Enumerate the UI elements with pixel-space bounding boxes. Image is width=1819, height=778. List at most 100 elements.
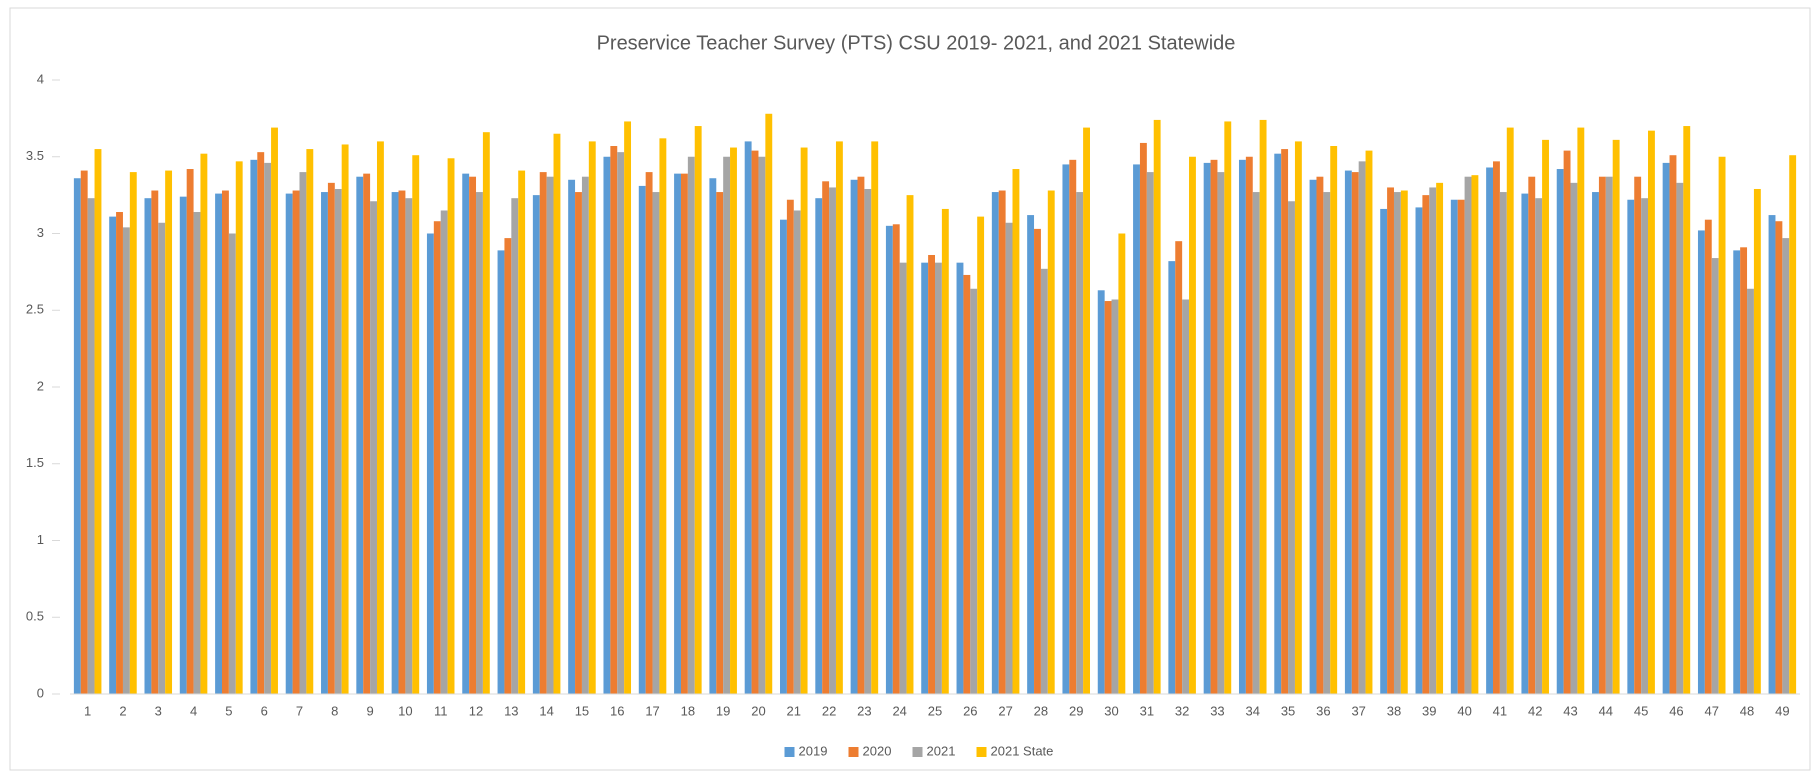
bar [921, 262, 929, 694]
bar [370, 201, 377, 694]
bar [1012, 169, 1020, 694]
bar [1175, 241, 1183, 695]
bar [1133, 164, 1140, 695]
bar [871, 141, 879, 694]
x-tick-label: 7 [296, 703, 303, 718]
bar [680, 173, 688, 694]
legend-swatch [848, 747, 859, 757]
bar [1556, 169, 1564, 694]
bar [151, 190, 159, 694]
bar [906, 195, 914, 694]
bar [1047, 190, 1055, 694]
x-tick-label: 28 [1034, 703, 1048, 718]
bar [1733, 250, 1741, 694]
bar [1506, 127, 1514, 694]
x-tick-label: 48 [1740, 703, 1754, 718]
x-tick-label: 18 [681, 703, 695, 718]
bar [1097, 290, 1105, 694]
bar [568, 179, 576, 694]
bar [1062, 164, 1070, 695]
bar [469, 176, 477, 694]
bar [716, 192, 724, 694]
bar [835, 141, 843, 694]
y-tick-label: 2.5 [26, 302, 44, 317]
bar [674, 173, 681, 694]
bar [341, 144, 349, 695]
bar [1577, 127, 1585, 694]
bar [1139, 142, 1147, 694]
bar [1627, 199, 1635, 695]
bar [257, 152, 265, 694]
bar [482, 132, 490, 694]
bar [94, 149, 102, 694]
bar [1450, 199, 1458, 695]
bar [1683, 126, 1691, 695]
bar [1789, 155, 1797, 695]
bar [1027, 215, 1035, 694]
bar [1471, 175, 1479, 695]
bar [624, 121, 632, 694]
bar [165, 170, 173, 694]
x-tick-label: 12 [469, 703, 483, 718]
bar [1528, 176, 1536, 694]
bar [793, 210, 801, 694]
bar [1380, 208, 1388, 694]
x-tick-label: 6 [261, 703, 268, 718]
bar [1400, 190, 1408, 694]
x-tick-label: 43 [1563, 703, 1577, 718]
bar [829, 187, 836, 694]
bar [645, 172, 653, 695]
bar [1740, 247, 1748, 694]
bar [1648, 130, 1655, 694]
x-tick-label: 30 [1104, 703, 1118, 718]
bar [815, 198, 823, 694]
bar [412, 155, 420, 695]
x-tick-label: 27 [998, 703, 1012, 718]
bar [1005, 222, 1013, 694]
bar [158, 222, 166, 694]
bar [235, 161, 243, 695]
x-tick-label: 22 [822, 703, 836, 718]
bar [129, 172, 137, 695]
legend-swatch [912, 747, 923, 757]
x-tick-label: 13 [504, 703, 518, 718]
bar [1535, 198, 1543, 694]
bar [363, 173, 371, 694]
bar [1076, 192, 1084, 694]
x-tick-label: 24 [892, 703, 906, 718]
x-tick-label: 23 [857, 703, 871, 718]
bar [1189, 156, 1196, 694]
bar [1521, 193, 1529, 694]
bar [899, 262, 907, 694]
bar [1634, 176, 1642, 694]
bar [1753, 188, 1761, 695]
bar [1662, 162, 1670, 694]
bar [694, 126, 702, 695]
bar [327, 182, 335, 694]
bar [1118, 233, 1126, 694]
bar [1351, 172, 1359, 695]
bar [532, 195, 540, 694]
bar [1309, 179, 1317, 694]
bar [1252, 192, 1260, 694]
bar [617, 152, 625, 694]
bar [87, 198, 95, 694]
bar [391, 192, 399, 694]
x-tick-label: 32 [1175, 703, 1189, 718]
bar [1083, 127, 1090, 694]
bar [1203, 162, 1211, 694]
x-tick-label: 41 [1493, 703, 1507, 718]
bar [1415, 207, 1423, 694]
bar [1711, 258, 1719, 694]
bar [1168, 261, 1176, 694]
bar [447, 158, 455, 694]
x-tick-label: 5 [225, 703, 232, 718]
bar [659, 138, 667, 694]
bar [356, 176, 364, 694]
bar [1669, 155, 1677, 695]
bar [1464, 176, 1472, 694]
bar [1210, 159, 1218, 694]
bar [546, 176, 554, 694]
